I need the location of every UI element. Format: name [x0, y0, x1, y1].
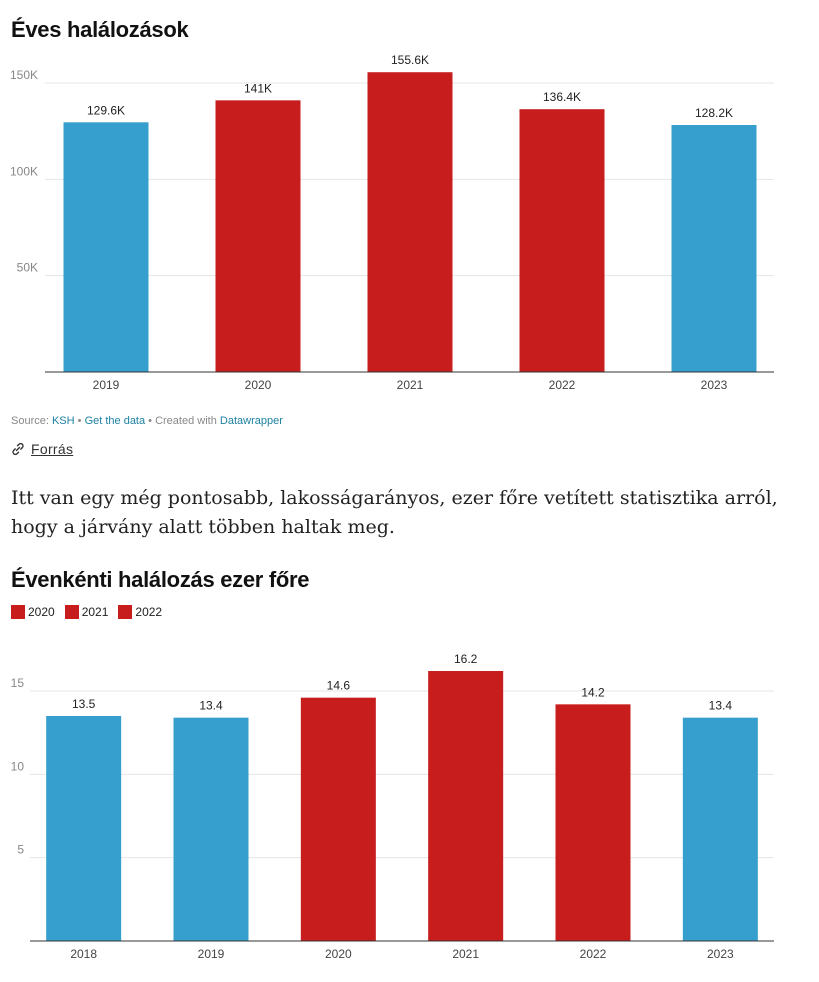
data-label: 13.4 — [709, 699, 733, 713]
data-label: 129.6K — [87, 103, 125, 117]
y-tick-label: 150K — [10, 68, 38, 82]
x-tick-label: 2022 — [580, 947, 607, 961]
chart-title: Éves halálozások — [11, 17, 189, 42]
legend-label: 2022 — [135, 605, 163, 619]
chart-footer: Source: KSH • Get the data • Created wit… — [11, 415, 283, 427]
bar-2018 — [46, 716, 122, 941]
bar-2019 — [63, 122, 149, 372]
legend-label: 2021 — [81, 605, 109, 619]
x-tick-label: 2021 — [452, 947, 479, 961]
data-label: 16.2 — [454, 652, 478, 666]
x-tick-label: 2023 — [701, 378, 728, 392]
data-label: 155.6K — [391, 53, 429, 67]
data-label: 14.6 — [327, 679, 351, 693]
x-tick-label: 2020 — [325, 947, 352, 961]
bar-2021 — [428, 671, 504, 941]
bar-2023 — [671, 125, 757, 372]
data-label: 13.5 — [72, 697, 96, 711]
data-label: 14.2 — [581, 685, 605, 699]
footer-created-with: • Created with — [145, 415, 220, 427]
legend-label: 2020 — [28, 605, 55, 619]
legend-swatch — [64, 605, 79, 619]
data-label: 128.2K — [695, 106, 733, 120]
x-tick-label: 2023 — [707, 947, 734, 961]
bar-2020 — [215, 100, 301, 372]
body-paragraph: Itt van egy még pontosabb, lakosságarány… — [11, 487, 778, 538]
legend-swatch — [118, 605, 133, 619]
data-label: 13.4 — [199, 699, 223, 713]
x-tick-label: 2019 — [198, 947, 225, 961]
x-tick-label: 2022 — [549, 378, 576, 392]
x-tick-label: 2020 — [245, 378, 272, 392]
source-link-ksh[interactable]: KSH — [51, 415, 75, 427]
legend-swatch — [11, 605, 25, 619]
x-tick-label: 2018 — [70, 947, 97, 961]
bar-2022 — [519, 109, 605, 372]
y-tick-label: 15 — [11, 676, 25, 690]
bar-2023 — [682, 717, 758, 941]
datawrapper-link[interactable]: Datawrapper — [219, 415, 283, 427]
link-icon — [12, 442, 24, 456]
x-tick-label: 2021 — [397, 378, 424, 392]
bar-2022 — [555, 704, 631, 941]
footer-separator: • — [74, 415, 85, 427]
footer-source-prefix: Source: — [11, 415, 52, 427]
data-label: 141K — [244, 81, 272, 95]
chart-title-2: Évenkénti halálozás ezer főre — [11, 567, 310, 592]
bar-2021 — [367, 72, 453, 372]
annual-deaths-chart: 50K 100K 150K 129.6K 2019 141K 2020 155.6K 2021 1… — [10, 53, 774, 392]
get-the-data-link[interactable]: Get the data — [84, 415, 146, 427]
bar-2019 — [173, 717, 249, 941]
legend-item-2021: 2021 — [64, 605, 109, 619]
x-tick-label: 2019 — [93, 378, 120, 392]
y-tick-label: 10 — [11, 759, 25, 773]
y-tick-label: 50K — [17, 261, 38, 275]
chart-legend: 2020 2021 2022 — [11, 605, 162, 619]
legend-item-2020: 2020 — [11, 605, 55, 619]
source-link[interactable]: Forrás — [11, 441, 73, 457]
y-tick-label: 100K — [10, 164, 38, 178]
legend-item-2022: 2022 — [118, 605, 162, 619]
bar-2020 — [300, 697, 376, 941]
y-tick-label: 5 — [17, 843, 24, 857]
source-link-label[interactable]: Forrás — [31, 441, 74, 457]
data-label: 136.4K — [543, 90, 581, 104]
